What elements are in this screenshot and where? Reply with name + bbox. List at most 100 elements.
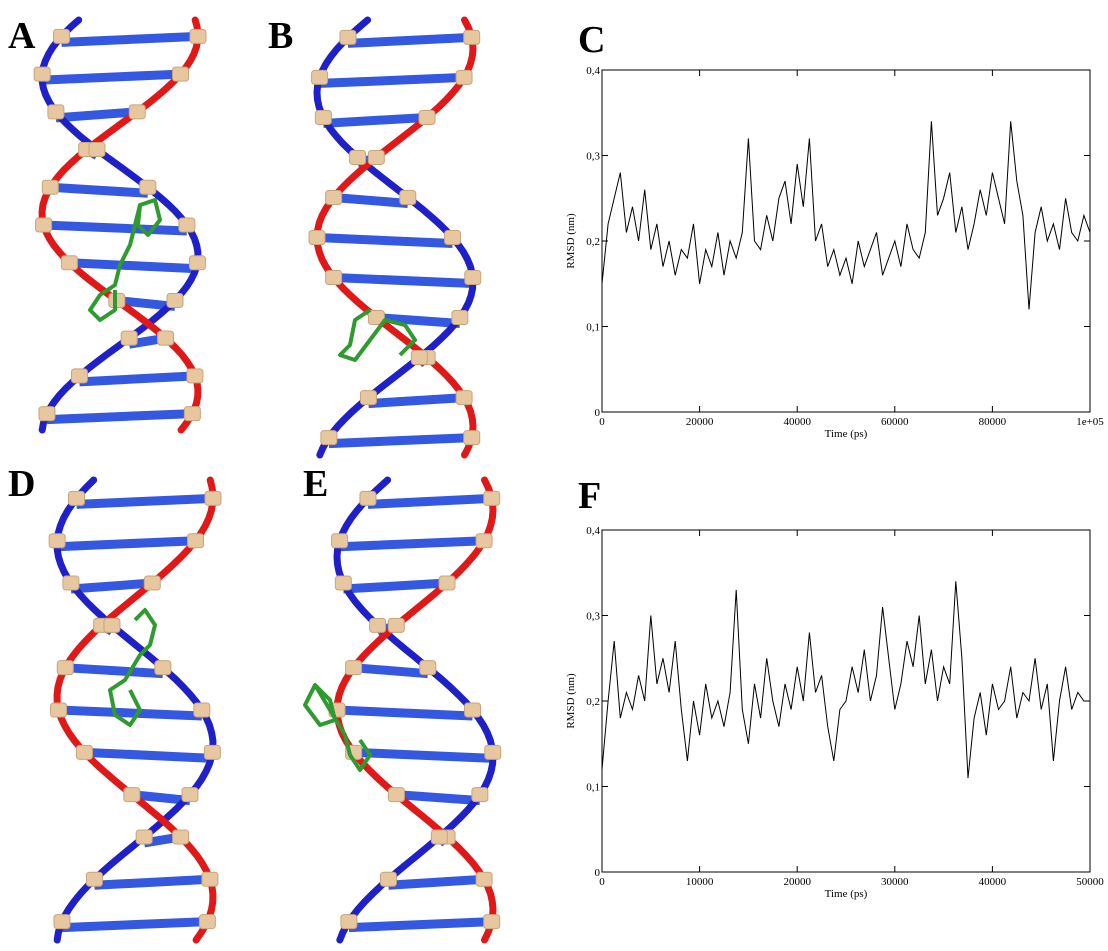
- sugar: [464, 702, 482, 718]
- base-pair: [347, 32, 472, 48]
- sugar: [47, 104, 65, 120]
- sugar: [75, 744, 93, 760]
- sugar: [455, 390, 473, 406]
- y-tick-label: 0,2: [586, 696, 600, 708]
- y-tick-label: 0,2: [586, 236, 600, 248]
- base-pair: [353, 747, 493, 763]
- base-pair: [76, 493, 214, 509]
- sugar: [48, 533, 66, 549]
- x-tick-label: 20000: [783, 876, 811, 888]
- base-pair: [43, 220, 188, 236]
- y-axis-label: RMSD (nm): [565, 213, 577, 269]
- sugar: [331, 533, 349, 549]
- base-pair: [46, 409, 193, 425]
- sugar: [387, 787, 405, 803]
- y-tick-label: 0,1: [586, 782, 600, 794]
- dna-helix: [308, 16, 482, 459]
- x-tick-label: 50000: [1076, 876, 1104, 888]
- sugar: [325, 270, 343, 286]
- sugar: [85, 871, 103, 887]
- sugar: [193, 702, 211, 718]
- dna-helix: [303, 476, 502, 944]
- sugar: [56, 660, 74, 676]
- sugar: [444, 230, 462, 245]
- sugar: [340, 914, 358, 930]
- plot-frame: [601, 69, 1091, 413]
- sugar: [53, 28, 71, 44]
- y-tick-label: 0,1: [586, 322, 600, 334]
- panel-label: D: [8, 463, 35, 505]
- base-pair: [58, 705, 203, 721]
- y-tick-label: 0: [595, 407, 601, 419]
- panel-label: B: [268, 15, 293, 57]
- panel-label: E: [303, 463, 328, 505]
- base-pair: [61, 31, 199, 47]
- x-tick-label: 30000: [881, 876, 909, 888]
- sugar: [178, 217, 196, 233]
- sugar: [88, 142, 106, 158]
- sugar: [419, 660, 437, 676]
- sugar: [128, 104, 146, 120]
- sugar: [463, 430, 481, 446]
- sugar: [38, 406, 56, 422]
- sugar: [339, 29, 357, 45]
- sugar: [359, 390, 377, 406]
- base-pair: [376, 313, 461, 329]
- sugar: [68, 490, 86, 506]
- base-pair: [343, 578, 448, 594]
- sugar: [53, 914, 71, 930]
- base-pair: [396, 790, 481, 806]
- y-tick-label: 0: [595, 867, 601, 879]
- base-pair: [69, 258, 198, 274]
- x-tick-label: 0: [599, 876, 605, 888]
- sugar: [60, 255, 78, 271]
- sugar: [187, 533, 205, 549]
- sugar: [475, 533, 493, 549]
- base-pair: [56, 536, 196, 552]
- base-pair: [49, 182, 149, 198]
- sugar: [166, 292, 184, 308]
- sugar: [198, 914, 216, 930]
- panel-label: C: [578, 19, 605, 61]
- ligand: [88, 198, 162, 322]
- sugar: [172, 66, 190, 82]
- sugar: [483, 914, 501, 930]
- sugar: [369, 617, 387, 633]
- sugar: [387, 617, 405, 633]
- y-tick-label: 0,4: [586, 525, 600, 537]
- sugar: [349, 149, 367, 165]
- base-pair: [131, 790, 191, 806]
- sugar: [120, 330, 138, 346]
- sugar: [154, 660, 172, 676]
- x-tick-label: 10000: [686, 876, 714, 888]
- x-tick-label: 40000: [783, 416, 811, 428]
- sugar: [451, 310, 469, 326]
- base-pair: [333, 273, 473, 289]
- sugar: [314, 109, 332, 125]
- sugar: [410, 350, 428, 366]
- panel-label: F: [578, 475, 601, 517]
- sugar: [359, 490, 377, 506]
- sugar: [455, 69, 473, 85]
- sugar: [203, 744, 221, 760]
- sugar: [41, 179, 59, 195]
- sugar: [35, 217, 53, 233]
- y-tick-label: 0,4: [586, 65, 600, 77]
- x-axis-label: Time (ps): [825, 428, 868, 440]
- sugar: [70, 368, 88, 384]
- sugar: [123, 787, 141, 803]
- sugar: [484, 744, 502, 760]
- base-pair: [336, 705, 473, 721]
- sugar: [188, 255, 206, 271]
- sugar: [399, 189, 417, 205]
- sugar: [186, 368, 204, 384]
- sugar: [143, 575, 161, 591]
- base-pair: [339, 536, 485, 552]
- sugar: [308, 230, 326, 245]
- x-tick-label: 20000: [686, 416, 714, 428]
- base-pair: [79, 371, 196, 387]
- base-pair: [368, 393, 465, 409]
- sugar: [471, 787, 489, 803]
- sugar: [201, 871, 219, 887]
